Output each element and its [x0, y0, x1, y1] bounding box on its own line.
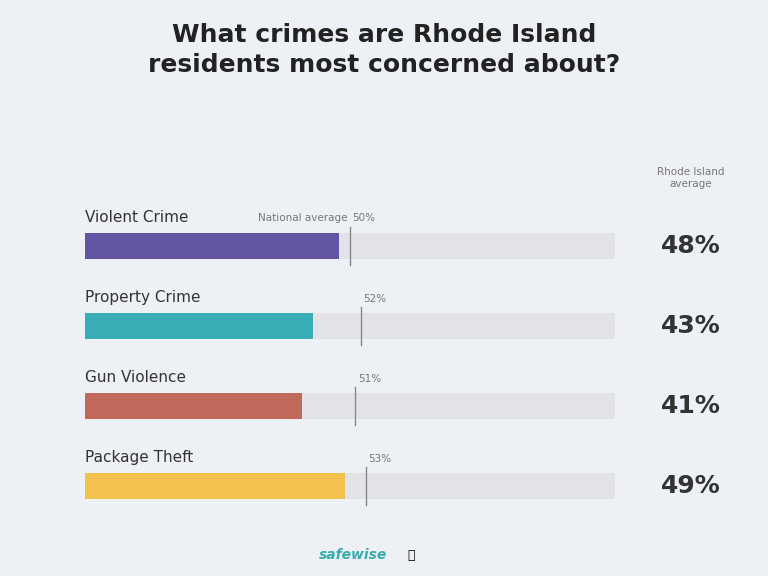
Text: safewise: safewise [319, 548, 387, 562]
Text: Property Crime: Property Crime [85, 290, 200, 305]
Bar [85, 393, 303, 419]
Text: 41%: 41% [661, 394, 721, 418]
Text: National average: National average [258, 213, 347, 223]
Bar [85, 473, 615, 499]
Text: 52%: 52% [363, 294, 386, 304]
Text: Violent Crime: Violent Crime [85, 210, 188, 225]
Bar [85, 393, 615, 419]
Text: Gun Violence: Gun Violence [85, 370, 186, 385]
Text: 43%: 43% [661, 314, 721, 338]
Text: 53%: 53% [369, 454, 392, 464]
Text: 49%: 49% [661, 474, 721, 498]
Bar [85, 233, 615, 259]
Text: What crimes are Rhode Island
residents most concerned about?: What crimes are Rhode Island residents m… [148, 23, 620, 77]
Text: 48%: 48% [661, 234, 721, 258]
Text: 51%: 51% [358, 374, 381, 384]
Text: Rhode Island
average: Rhode Island average [657, 167, 725, 189]
Bar [85, 313, 313, 339]
Bar [85, 233, 339, 259]
Bar [85, 473, 345, 499]
Text: 50%: 50% [353, 213, 376, 223]
Bar [85, 313, 615, 339]
Text: Package Theft: Package Theft [85, 450, 194, 465]
Text: 🦉: 🦉 [407, 548, 415, 562]
